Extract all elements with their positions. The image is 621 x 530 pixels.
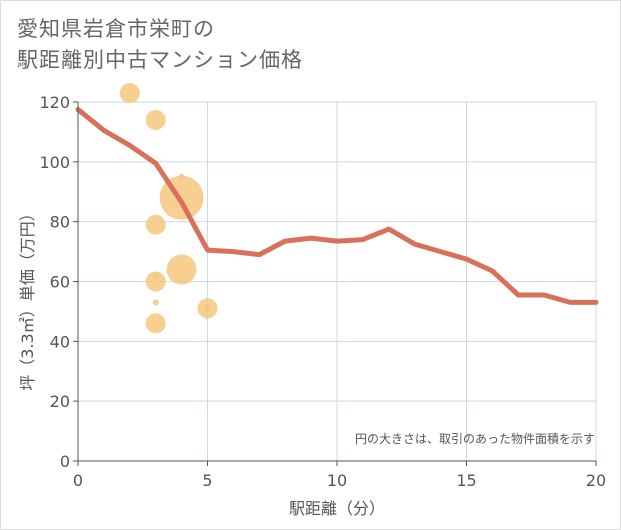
bubble-point: [152, 272, 159, 279]
x-tick-label: 10: [327, 471, 347, 490]
y-tick-label: 60: [50, 273, 70, 292]
y-tick-label: 120: [39, 93, 70, 112]
bubble-point: [145, 313, 166, 334]
y-axis-label: 坪（3.3㎡）単価（万円）: [18, 205, 37, 390]
x-tick-label: 0: [73, 471, 83, 490]
line-series: [75, 107, 599, 305]
x-tick-label: 20: [586, 471, 606, 490]
chart-note: 円の大きさは、取引のあった物件面積を示す: [355, 431, 595, 446]
bubble-point: [145, 214, 166, 235]
bubble-point: [152, 299, 159, 306]
y-tick-label: 40: [50, 332, 70, 351]
tick-labels: 0 5 10 15 20 0 20 40 60 80 100 120: [39, 93, 606, 490]
bubble-series: [119, 83, 218, 334]
bubble-point: [145, 109, 166, 130]
axes: [73, 101, 597, 466]
bubble-point: [119, 83, 140, 104]
x-axis-label: 駅距離（分）: [289, 499, 385, 518]
bubble-point: [166, 254, 197, 285]
bubble-point: [204, 305, 211, 312]
y-tick-label: 100: [39, 153, 70, 172]
chart-title: 愛知県岩倉市栄町の 駅距離別中古マンション価格: [17, 14, 303, 76]
x-tick-label: 5: [202, 471, 212, 490]
chart-title-line1: 愛知県岩倉市栄町の: [17, 17, 215, 41]
y-tick-label: 20: [50, 392, 70, 411]
x-tick-label: 15: [456, 471, 476, 490]
bubble-point: [145, 271, 166, 292]
chart-title-line2: 駅距離別中古マンション価格: [17, 48, 303, 72]
y-tick-label: 80: [50, 213, 70, 232]
line-series-path: [75, 107, 599, 305]
y-tick-label: 0: [60, 452, 70, 471]
